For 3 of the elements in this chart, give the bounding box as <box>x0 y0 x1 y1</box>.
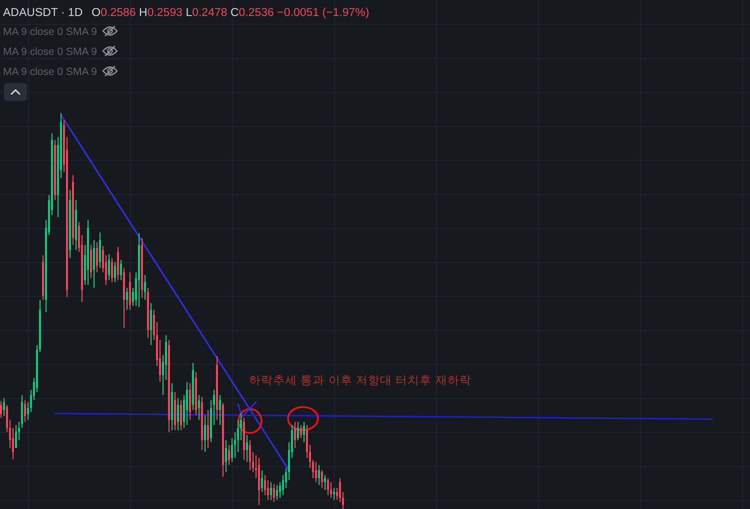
subtitle: O0.2586 H0.2593 L0.2478 C0.2536 −0.0051 (−1.97%) <box>92 7 370 19</box>
title: ADAUSDT · 1D <box>3 7 83 19</box>
note: 하락추세 통과 이후 저항대 터치후 재하락 <box>249 373 472 387</box>
